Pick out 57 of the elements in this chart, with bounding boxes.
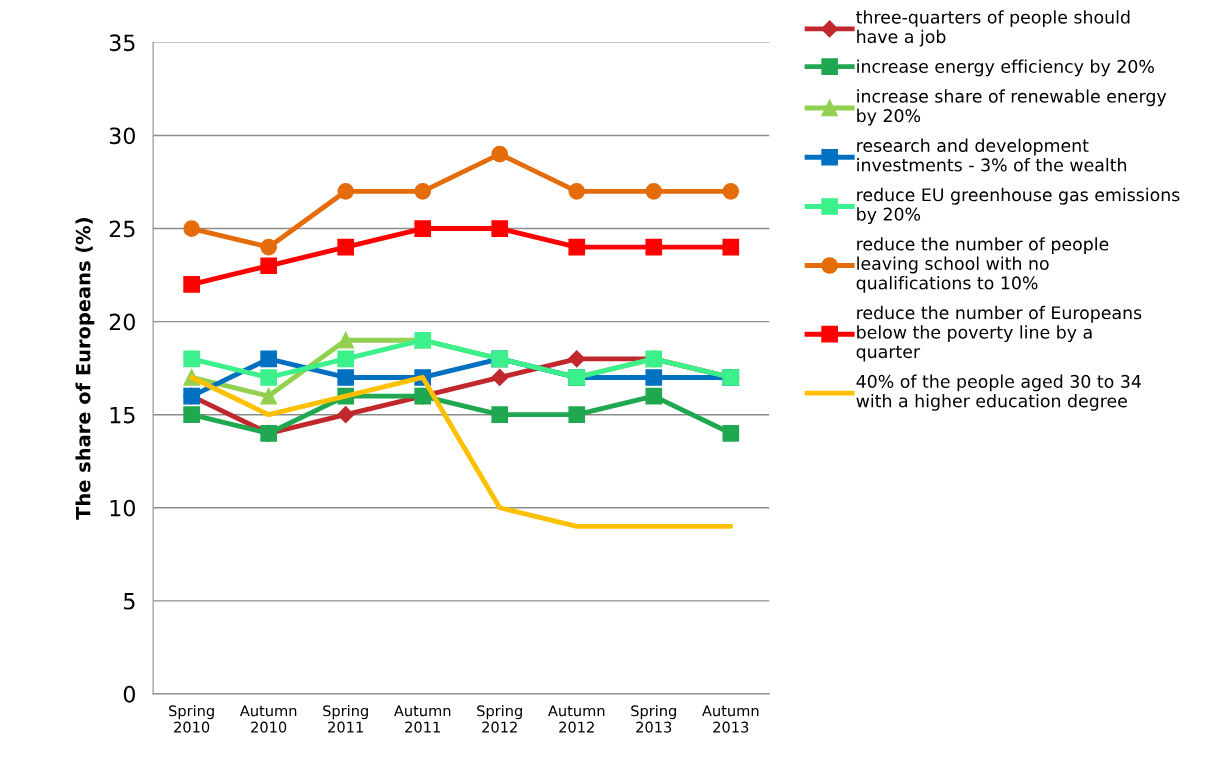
point <box>491 145 509 163</box>
point <box>491 368 509 387</box>
x-tick-label: Spring 2010 <box>169 705 214 733</box>
x-tick-label: Spring 2013 <box>631 705 676 733</box>
point <box>645 387 663 405</box>
x-tick-label: Spring 2011 <box>323 705 368 733</box>
point <box>722 424 740 442</box>
x-tick-label: Autumn 2011 <box>394 705 451 733</box>
y-tick-label: 20 <box>109 313 135 331</box>
point <box>568 238 586 256</box>
point <box>260 238 277 256</box>
point <box>645 182 663 200</box>
point <box>337 238 355 256</box>
point <box>414 182 432 200</box>
point <box>337 369 355 386</box>
point <box>568 182 586 200</box>
y-tick-label: 5 <box>124 593 135 610</box>
y-tick-label: 35 <box>109 34 135 52</box>
point <box>183 406 200 424</box>
point <box>645 369 663 386</box>
point <box>568 406 586 424</box>
y-tick-label: 10 <box>110 499 135 517</box>
legend-label: research and development investments - 3% of the wealth <box>857 138 1127 172</box>
y-tick-label: 15 <box>110 406 135 424</box>
legend-label: increase energy efficiency by 20% <box>857 59 1154 77</box>
legend-label: three-quarters of people should have a job <box>856 10 1130 47</box>
point <box>722 238 740 256</box>
legend-label: reduce EU greenhouse gas emissions by 20% <box>857 187 1180 225</box>
point <box>183 276 200 293</box>
point <box>183 350 200 368</box>
legend-label: increase share of renewable energy by 20% <box>857 89 1167 126</box>
y-tick-label: 30 <box>109 127 135 145</box>
point <box>337 406 355 424</box>
point <box>568 350 586 368</box>
point <box>183 220 200 237</box>
point <box>260 350 277 368</box>
point <box>491 220 509 237</box>
x-tick-label: Autumn 2013 <box>702 705 759 733</box>
point <box>722 182 740 200</box>
point <box>645 238 663 256</box>
point <box>414 220 432 237</box>
y-tick-label: 0 <box>123 685 135 703</box>
x-tick-label: Autumn 2012 <box>548 705 605 733</box>
legend-label: reduce the number of people leaving school with no qualifications to 10% <box>856 237 1109 293</box>
point <box>337 350 355 368</box>
legend-label: reduce the number of Europeans below the poverty line by a quarter <box>856 305 1142 362</box>
point <box>337 182 355 200</box>
x-tick-label: Autumn 2010 <box>239 705 297 733</box>
point <box>260 257 277 275</box>
x-tick-label: Spring 2012 <box>477 705 522 733</box>
y-tick-label: 25 <box>109 220 135 238</box>
point <box>491 406 509 424</box>
legend-label: 40% of the people aged 30 to 34 with a higher education degree <box>856 374 1141 411</box>
point <box>260 369 277 386</box>
point <box>337 331 355 349</box>
y-axis-title: The share of Europeans (%) <box>75 218 95 520</box>
point <box>260 387 277 405</box>
